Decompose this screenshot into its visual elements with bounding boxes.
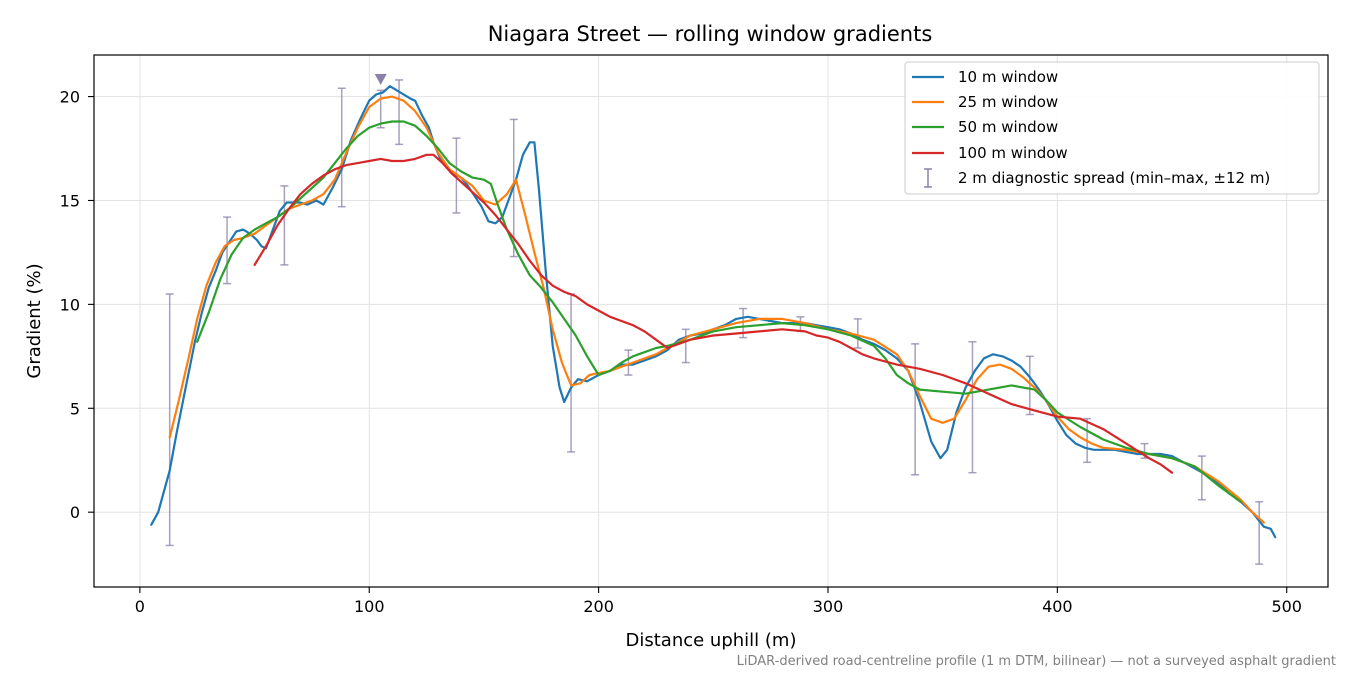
spread-bar <box>280 185 289 266</box>
svg-text:100 m window: 100 m window <box>958 144 1068 162</box>
footnote: LiDAR-derived road-centreline profile (1… <box>737 654 1336 669</box>
spread-bar <box>376 89 385 129</box>
x-tick-label: 300 <box>813 597 844 616</box>
spread-bar <box>853 318 862 349</box>
spread-bar <box>337 87 346 208</box>
legend-item-4: 100 m window <box>912 144 1068 162</box>
x-tick-label: 0 <box>135 597 145 616</box>
x-tick-label: 200 <box>583 597 614 616</box>
spread-bars <box>165 79 1264 565</box>
spread-bar <box>968 341 977 474</box>
spread-bar <box>1255 501 1264 565</box>
legend-item-spread: 2 m diagnostic spread (min–max, ±12 m) <box>924 168 1270 188</box>
x-axis-label: Distance uphill (m) <box>626 630 797 651</box>
legend-item-2: 25 m window <box>912 93 1058 111</box>
spread-bar <box>1025 355 1034 416</box>
y-tick-label: 15 <box>60 191 80 210</box>
chart-title: Niagara Street — rolling window gradient… <box>488 22 933 46</box>
spread-bar <box>165 293 174 547</box>
spread-bar <box>911 343 920 476</box>
series-line-4 <box>253 153 1174 474</box>
svg-text:25 m window: 25 m window <box>958 93 1058 111</box>
legend-box <box>904 61 1320 195</box>
spread-bar <box>567 293 576 453</box>
x-tick-label: 400 <box>1042 597 1073 616</box>
plot-frame <box>93 54 1329 588</box>
legend: 10 m window 25 m window 50 m window 100 m w… <box>904 61 1320 195</box>
peak-marker <box>374 73 387 85</box>
svg-text:10 m window: 10 m window <box>958 68 1058 86</box>
spread-bar <box>223 216 232 285</box>
y-tick-label: 0 <box>70 503 80 522</box>
legend-item-3: 50 m window <box>912 118 1058 136</box>
axis-ticks: 0 100 200 300 400 500 0 5 10 15 20 <box>60 88 1302 616</box>
svg-text:2 m diagnostic spread (min–max: 2 m diagnostic spread (min–max, ±12 m) <box>958 169 1270 187</box>
y-tick-label: 20 <box>60 88 80 107</box>
legend-item-1: 10 m window <box>912 68 1058 86</box>
x-tick-label: 100 <box>354 597 385 616</box>
x-tick-label: 500 <box>1271 597 1302 616</box>
series-lines <box>150 85 1277 539</box>
svg-text:50 m window: 50 m window <box>958 118 1058 136</box>
spread-bar <box>1197 455 1206 501</box>
series-line-3 <box>196 120 1242 503</box>
spread-bar <box>681 328 690 364</box>
y-tick-label: 10 <box>60 295 80 314</box>
spread-bar <box>624 349 633 376</box>
y-tick-label: 5 <box>70 399 80 418</box>
peak-marker-triangle <box>374 73 387 85</box>
y-axis-label: Gradient (%) <box>24 263 45 378</box>
